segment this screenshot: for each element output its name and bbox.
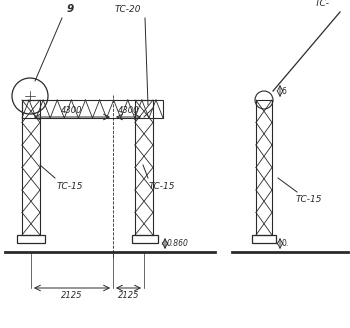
Bar <box>22 100 163 118</box>
Text: 2125: 2125 <box>61 291 83 300</box>
Text: 4300: 4300 <box>61 106 83 115</box>
Text: 0.860: 0.860 <box>167 239 189 248</box>
Text: 0.: 0. <box>282 239 289 248</box>
Text: 4300: 4300 <box>118 106 139 115</box>
Bar <box>252 235 276 243</box>
Text: ТС-15: ТС-15 <box>149 182 175 191</box>
Text: ТС-: ТС- <box>315 0 330 8</box>
Bar <box>135 100 153 235</box>
Text: 2125: 2125 <box>118 291 139 300</box>
Bar <box>17 235 45 243</box>
Text: ТС-15: ТС-15 <box>57 182 84 191</box>
Bar <box>132 235 158 243</box>
Bar <box>22 100 40 235</box>
Text: ТС-20: ТС-20 <box>115 5 141 14</box>
Text: ТС-15: ТС-15 <box>296 195 322 204</box>
Bar <box>256 100 272 235</box>
Text: 9: 9 <box>67 4 74 14</box>
Text: б: б <box>282 87 287 95</box>
